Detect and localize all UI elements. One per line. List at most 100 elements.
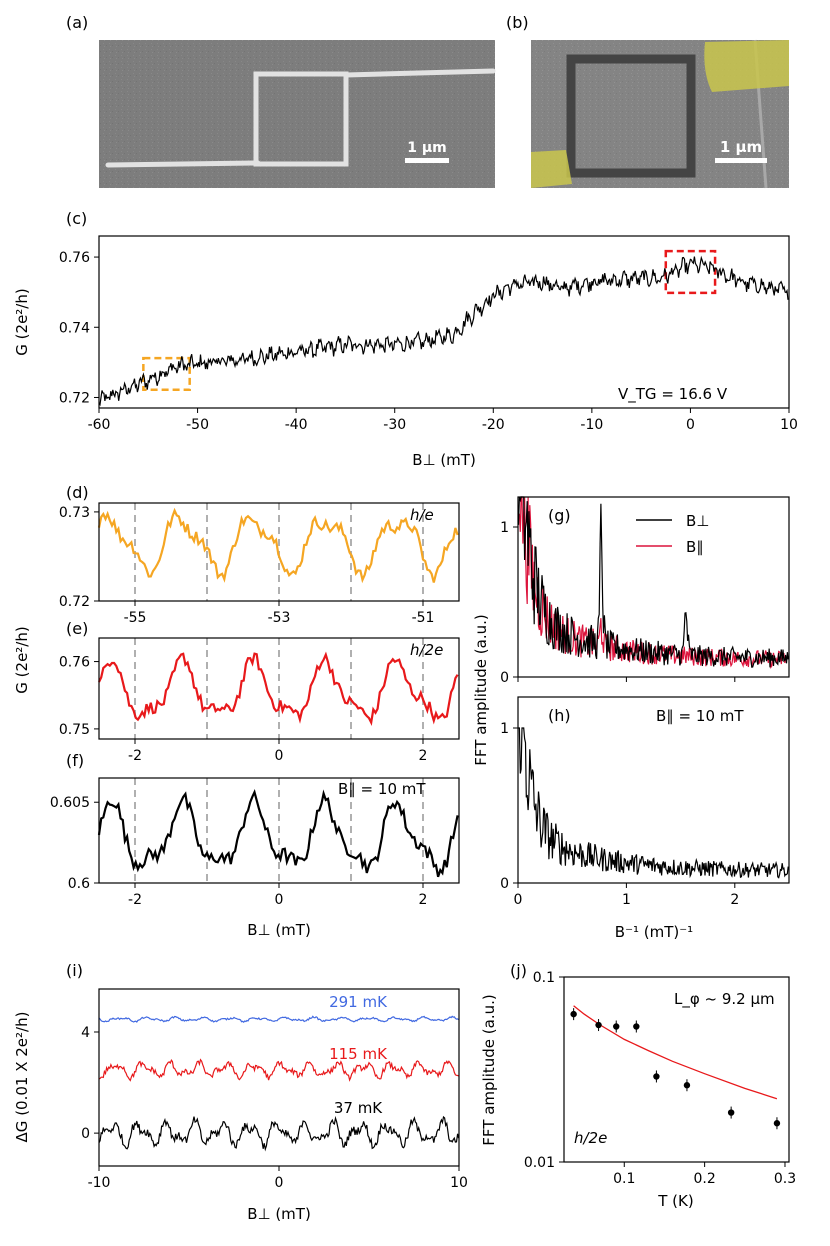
x-tick-label: -2	[128, 748, 142, 764]
panel-c-ylabel: G (2e²/h)	[13, 288, 31, 355]
x-tick-label: 2	[419, 748, 428, 764]
x-tick-label: -20	[482, 417, 505, 433]
x-tick-label: -53	[268, 610, 291, 626]
contact-bottom-left	[531, 150, 572, 188]
label-115mk: 115 mK	[329, 1045, 388, 1063]
panel-j-annotation-2: h/2e	[574, 1129, 607, 1147]
panel-d-annotation: h/e	[410, 506, 434, 524]
panel-j-xlabel: T (K)	[657, 1192, 693, 1210]
ring-device-a	[105, 68, 496, 168]
ring-device-b	[566, 54, 696, 178]
x-tick-label: 1	[622, 892, 631, 908]
x-tick-label: 0.3	[774, 1171, 796, 1187]
panel-f-frame	[98, 777, 460, 884]
data-point	[613, 1023, 620, 1030]
x-tick-label: 0	[275, 1175, 284, 1191]
highlight-box	[664, 249, 717, 295]
scale-bar-b	[715, 158, 767, 163]
y-tick-label: 0.1	[533, 970, 555, 986]
scale-bar-label-b: 1 μm	[720, 138, 762, 156]
panel-i-frame	[98, 988, 460, 1167]
y-tick-label: 0.74	[59, 320, 90, 336]
panel-d: (d) -55 -53 -51 0.72 0.73 h/e	[59, 483, 460, 626]
panel-de-ylabel: G (2e²/h)	[13, 626, 31, 693]
scale-bar-label-a: 1 μm	[407, 140, 447, 156]
panel-c-axes: -60 -50 -40 -30 -20 -10 0 10 0.72 0.74 0.76	[59, 250, 798, 433]
panel-g-axes: 01	[500, 520, 736, 686]
x-tick-label: 0.2	[693, 1171, 715, 1187]
data-point	[595, 1021, 602, 1029]
panel-label-b: (b)	[506, 13, 529, 32]
panel-label-i: (i)	[66, 961, 83, 980]
x-tick-label: 2	[730, 892, 739, 908]
panel-j-fit-curve	[573, 1005, 778, 1100]
data-point	[633, 1023, 640, 1030]
panel-j-ylabel: FFT amplitude (a.u.)	[480, 994, 498, 1145]
panel-d-axes: -55 -53 -51 0.72 0.73	[59, 505, 435, 626]
data-point	[773, 1120, 781, 1127]
panel-i: (i) -10 0 10 0 4 291 mK 115 mK 37 mK B⊥ (mT)…	[13, 961, 468, 1223]
panel-j-axes: 0.1 0.2 0.3 0.01 0.1	[524, 970, 796, 1187]
data-point	[653, 1073, 660, 1080]
x-tick-label: 0	[275, 892, 284, 908]
panel-j: (j) 0.1 0.2 0.3 0.01 0.1 L_φ ~ 9.2 μm h/2e T…	[480, 961, 796, 1210]
y-tick-label: 0.605	[50, 795, 90, 811]
panel-f-vlines	[134, 778, 424, 883]
panel-i-trace-115mk	[98, 1058, 459, 1082]
y-tick-label: 0.73	[59, 505, 90, 521]
panel-c-boxes	[142, 249, 717, 391]
x-tick-label: 10	[780, 417, 798, 433]
contact-top-right	[704, 40, 789, 92]
x-tick-label: 10	[450, 1175, 468, 1191]
panel-f-axes: -2 0 2 0.6 0.605	[50, 795, 428, 908]
x-tick-label: -2	[128, 892, 142, 908]
panel-j-annotation: L_φ ~ 9.2 μm	[674, 990, 775, 1009]
y-tick-label: 0	[81, 1126, 90, 1142]
y-tick-label: 0.6	[68, 876, 90, 892]
panel-f: (f) -2 0 2 0.6 0.605 B∥ = 10 mT B⊥ (mT)	[50, 751, 460, 939]
panel-c: (c) -60 -50 -40 -30 -20 -10 0 10 0.72 0.74 0.76 V_…	[13, 209, 798, 469]
panel-g-trace-perp	[517, 496, 789, 668]
x-tick-label: 2	[419, 892, 428, 908]
panel-f-annotation: B∥ = 10 mT	[338, 780, 426, 798]
panel-h-xlabel: B⁻¹ (mT)⁻¹	[615, 923, 693, 941]
panel-e-axes: -2 0 2 0.75 0.76	[59, 655, 428, 764]
y-tick-label: 0.76	[59, 250, 90, 266]
y-tick-label: 1	[500, 721, 509, 737]
y-tick-label: 0.75	[59, 722, 90, 738]
label-37mk: 37 mK	[334, 1099, 383, 1117]
panel-i-trace-291mk	[98, 1015, 459, 1024]
panel-a: (a) 1 μm	[66, 13, 496, 188]
highlight-box	[142, 356, 191, 391]
x-tick-label: -30	[383, 417, 406, 433]
legend-label-perp: B⊥	[686, 512, 709, 530]
panel-g-frame	[517, 496, 790, 678]
x-tick-label: 0.1	[613, 1171, 635, 1187]
x-tick-label: -10	[88, 1175, 111, 1191]
panel-label-e: (e)	[66, 619, 88, 638]
panel-c-xlabel: B⊥ (mT)	[412, 451, 476, 469]
y-tick-label: 4	[81, 1025, 90, 1041]
panel-gh-ylabel: FFT amplitude (a.u.)	[472, 614, 490, 765]
panel-j-frame	[563, 976, 790, 1163]
data-point	[570, 1010, 577, 1018]
x-tick-label: -50	[186, 417, 209, 433]
x-tick-label: -40	[285, 417, 308, 433]
panel-label-a: (a)	[66, 13, 88, 32]
panel-c-conductance-trace	[98, 255, 789, 407]
panel-i-axes: -10 0 10 0 4	[81, 1025, 468, 1191]
panel-label-g: (g)	[548, 506, 571, 525]
panel-h-frame	[517, 696, 790, 884]
scale-bar-a	[405, 158, 449, 163]
panel-d-frame	[98, 502, 460, 602]
y-tick-label: 1	[500, 520, 509, 536]
panel-label-d: (d)	[66, 483, 89, 502]
panel-c-annotation: V_TG = 16.6 V	[618, 385, 728, 404]
y-tick-label: 0.72	[59, 390, 90, 406]
x-tick-label: 0	[686, 417, 695, 433]
panel-h: 0 1 2 0 1 (h) B∥ = 10 mT B⁻¹ (mT)⁻¹	[500, 696, 790, 941]
data-point	[683, 1082, 691, 1089]
panel-label-c: (c)	[66, 209, 87, 228]
x-tick-label: -55	[124, 610, 147, 626]
